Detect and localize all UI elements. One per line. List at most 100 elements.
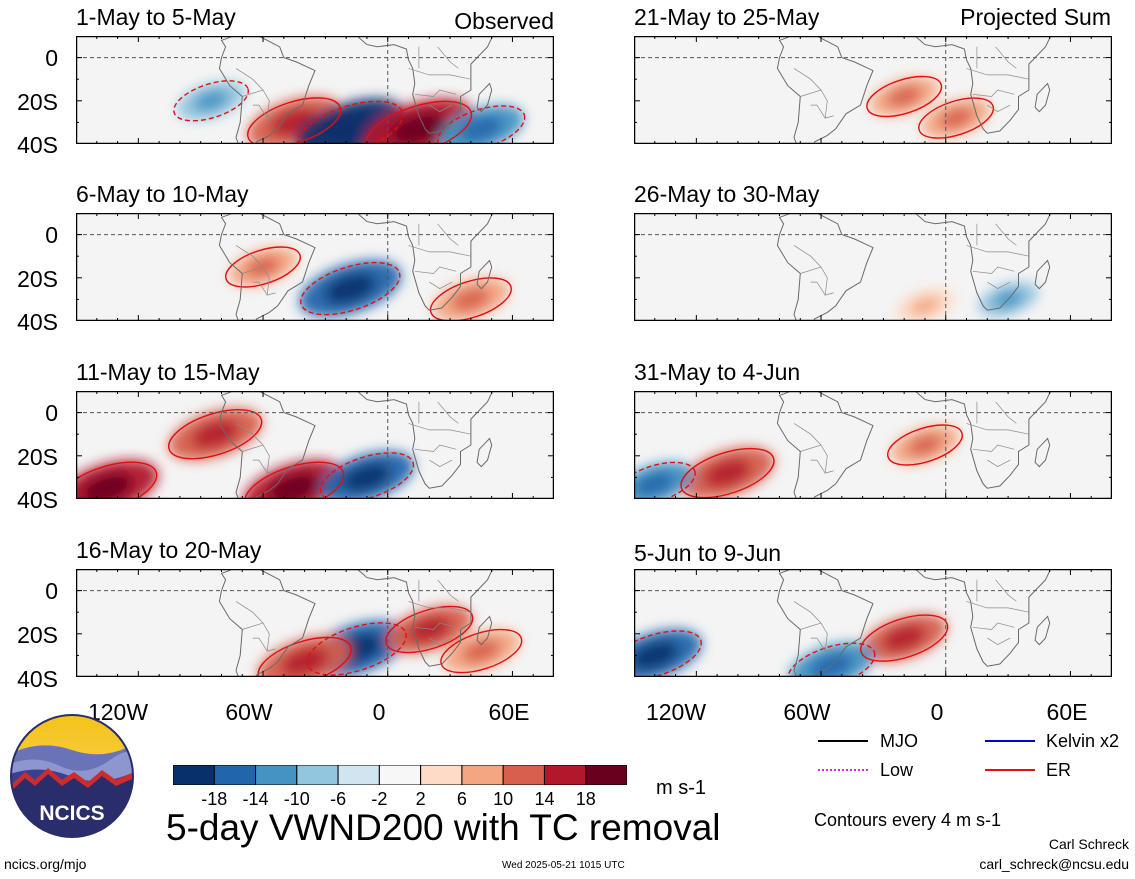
country-border	[408, 423, 471, 435]
anomaly-core	[281, 647, 329, 676]
coastline	[914, 213, 1052, 311]
map-panel-26-may	[634, 213, 1112, 321]
map-frame	[634, 569, 1112, 677]
coastline	[476, 82, 493, 113]
er-contour	[173, 80, 250, 122]
anomaly-core	[909, 296, 941, 316]
coastline	[776, 213, 874, 321]
colorbar-swatch	[296, 765, 339, 785]
er-contour	[168, 409, 263, 460]
anomaly-core	[938, 107, 974, 129]
map-panel-1-may	[76, 36, 554, 144]
ncics-logo: NCICS	[10, 714, 134, 838]
er-contour	[319, 452, 415, 499]
country-border	[987, 459, 1011, 468]
country-border	[995, 401, 1017, 424]
coastline	[914, 569, 1052, 667]
lon-label: 120W	[645, 699, 707, 725]
colorbar-swatch	[461, 765, 504, 785]
lon-label: 60W	[225, 699, 273, 725]
country-border	[966, 245, 1029, 257]
country-border	[235, 423, 264, 446]
lat-label: 40S	[17, 132, 58, 158]
country-border	[252, 104, 268, 119]
coastline	[1034, 437, 1051, 468]
er-contour	[860, 614, 949, 662]
er-contour	[787, 642, 876, 677]
er-contour	[297, 100, 404, 144]
anomaly-core	[451, 287, 491, 312]
logo-text: NCICS	[39, 802, 104, 825]
country-border	[242, 444, 276, 474]
country-border	[987, 281, 1011, 290]
colorbar-tick-label: -18	[201, 789, 228, 809]
country-border	[800, 444, 834, 474]
panel-title: 1-May to 5-May	[76, 4, 236, 30]
country-border	[966, 68, 1029, 80]
anomaly-core	[634, 641, 679, 670]
country-border	[235, 68, 264, 91]
colorbar-swatch	[585, 765, 627, 785]
coastline	[914, 391, 1052, 489]
country-border	[437, 401, 459, 424]
coastline	[914, 36, 1052, 134]
map-panel-16-may	[76, 569, 554, 677]
er-contour	[918, 97, 995, 139]
coastline	[476, 259, 493, 290]
country-border	[810, 637, 826, 652]
map-frame	[634, 391, 1112, 499]
colorbar-swatch	[502, 765, 545, 785]
country-border	[408, 68, 471, 80]
map-panel-31-may	[634, 391, 1112, 499]
er-contour	[680, 447, 775, 499]
country-border	[429, 637, 453, 646]
country-border	[414, 622, 457, 630]
coastline	[776, 36, 874, 144]
lat-label: 40S	[17, 309, 58, 335]
er-contour	[429, 277, 512, 321]
anomaly-core	[343, 463, 391, 492]
legend-line-kelvin	[985, 740, 1035, 742]
coastline	[476, 615, 493, 646]
country-border	[437, 46, 459, 69]
country-border	[972, 266, 1015, 274]
country-border	[966, 423, 1029, 435]
colorbar	[173, 765, 627, 785]
anomaly-core	[191, 420, 239, 449]
colorbar-tick-label: -6	[330, 789, 347, 809]
country-border	[972, 444, 1015, 452]
map-panel-6-may	[76, 213, 554, 321]
author-name: Carl Schreck	[1048, 836, 1129, 852]
anomaly-core	[462, 639, 501, 663]
country-border	[972, 89, 1015, 97]
country-border	[966, 601, 1029, 613]
anomaly-core	[635, 472, 675, 496]
country-border	[793, 601, 822, 624]
country-border	[995, 46, 1017, 69]
legend-label-kelvin: Kelvin x2	[1046, 731, 1120, 751]
coastline	[218, 569, 316, 677]
anomaly-core	[81, 473, 133, 499]
colorbar-tick-label: 18	[575, 789, 596, 809]
map-frame	[76, 36, 554, 144]
country-border	[414, 89, 457, 97]
legend-label-mjo: MJO	[880, 731, 918, 751]
map-panel-5-jun	[634, 569, 1112, 677]
panel-title: 11-May to 15-May	[76, 359, 260, 385]
legend-label-low: Low	[880, 760, 914, 780]
country-border	[995, 579, 1017, 602]
map-background	[634, 36, 1112, 144]
panel-title: 31-May to 4-Jun	[634, 359, 801, 385]
legend-line-mjo	[818, 740, 868, 742]
coastline	[356, 391, 494, 489]
coastline	[776, 569, 874, 677]
anomaly-core	[193, 90, 229, 112]
timestamp: Wed 2025-05-21 1015 UTC	[502, 860, 625, 871]
anomaly-core	[391, 112, 447, 144]
er-contour	[247, 97, 342, 144]
panel-title: 6-May to 10-May	[76, 181, 249, 207]
lon-label: 60W	[783, 699, 831, 725]
country-border	[414, 266, 457, 274]
country-border	[414, 444, 457, 452]
anomaly-core	[324, 273, 376, 304]
